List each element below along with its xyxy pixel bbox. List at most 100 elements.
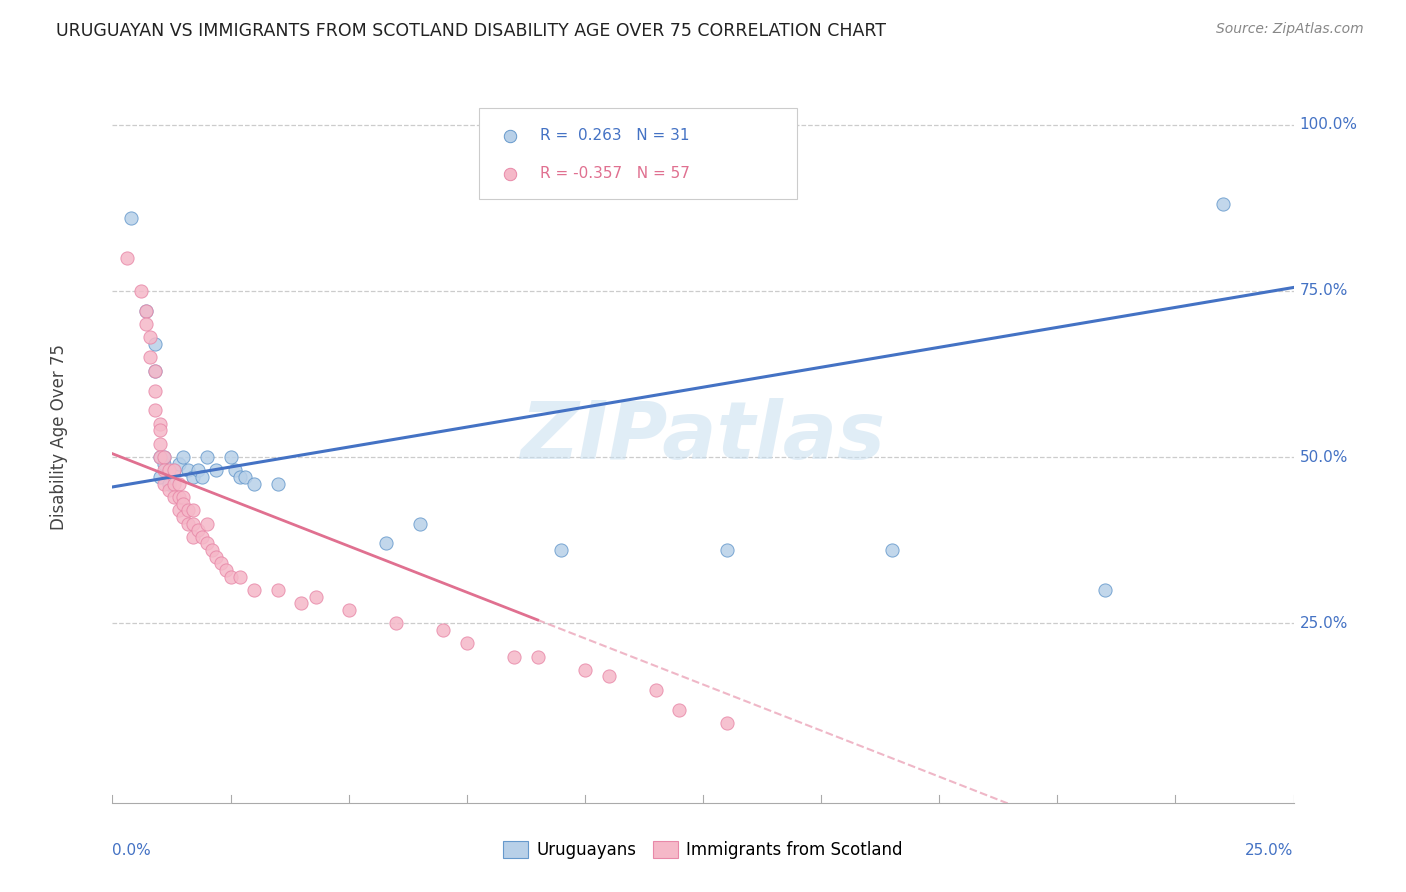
Text: Disability Age Over 75: Disability Age Over 75: [51, 344, 69, 530]
Text: 0.0%: 0.0%: [112, 843, 152, 858]
FancyBboxPatch shape: [478, 108, 797, 200]
Text: 75.0%: 75.0%: [1299, 284, 1348, 298]
Point: [172, 497, 194, 511]
Point: [716, 716, 738, 731]
Point: [143, 337, 166, 351]
Point: [135, 303, 157, 318]
Point: [149, 450, 172, 464]
Point: [181, 503, 204, 517]
Point: [574, 663, 596, 677]
Point: [644, 682, 666, 697]
Point: [375, 536, 398, 550]
Point: [186, 463, 208, 477]
Point: [167, 503, 190, 517]
Point: [209, 557, 232, 571]
Point: [143, 363, 166, 377]
Point: [153, 463, 176, 477]
Legend: Uruguayans, Immigrants from Scotland: Uruguayans, Immigrants from Scotland: [503, 840, 903, 859]
Point: [1212, 197, 1234, 211]
Point: [172, 509, 194, 524]
Text: R =  0.263   N = 31: R = 0.263 N = 31: [540, 128, 689, 144]
Point: [233, 470, 256, 484]
Point: [163, 463, 186, 477]
Point: [167, 490, 190, 504]
Point: [191, 470, 214, 484]
Point: [385, 616, 408, 631]
Point: [224, 463, 246, 477]
Point: [267, 582, 290, 597]
Text: 50.0%: 50.0%: [1299, 450, 1348, 465]
Point: [167, 457, 190, 471]
Point: [880, 543, 903, 558]
Point: [163, 476, 186, 491]
Point: [716, 543, 738, 558]
Point: [195, 450, 218, 464]
Point: [129, 284, 152, 298]
Point: [408, 516, 430, 531]
Point: [201, 543, 224, 558]
Text: 25.0%: 25.0%: [1299, 615, 1348, 631]
Point: [120, 211, 142, 225]
Point: [139, 330, 162, 344]
Point: [163, 463, 186, 477]
Point: [432, 623, 454, 637]
Point: [229, 470, 252, 484]
Text: 25.0%: 25.0%: [1246, 843, 1294, 858]
Point: [149, 424, 172, 438]
Point: [149, 417, 172, 431]
Point: [181, 530, 204, 544]
Point: [115, 251, 138, 265]
Point: [181, 516, 204, 531]
Point: [290, 596, 312, 610]
Text: ZIPatlas: ZIPatlas: [520, 398, 886, 476]
Point: [157, 476, 180, 491]
Point: [153, 450, 176, 464]
Text: Source: ZipAtlas.com: Source: ZipAtlas.com: [1216, 22, 1364, 37]
Point: [172, 450, 194, 464]
Point: [503, 649, 526, 664]
Point: [149, 450, 172, 464]
Point: [181, 470, 204, 484]
Point: [243, 476, 266, 491]
Point: [267, 476, 290, 491]
Point: [153, 450, 176, 464]
Point: [229, 570, 252, 584]
Point: [186, 523, 208, 537]
Point: [167, 476, 190, 491]
Point: [135, 303, 157, 318]
Text: URUGUAYAN VS IMMIGRANTS FROM SCOTLAND DISABILITY AGE OVER 75 CORRELATION CHART: URUGUAYAN VS IMMIGRANTS FROM SCOTLAND DI…: [56, 22, 886, 40]
Point: [157, 463, 180, 477]
Point: [1094, 582, 1116, 597]
Point: [149, 436, 172, 450]
Point: [195, 536, 218, 550]
Text: 100.0%: 100.0%: [1299, 117, 1357, 132]
Point: [337, 603, 360, 617]
Point: [143, 363, 166, 377]
Point: [668, 703, 690, 717]
Point: [157, 483, 180, 498]
Text: R = -0.357   N = 57: R = -0.357 N = 57: [540, 166, 690, 181]
Point: [139, 351, 162, 365]
Point: [153, 457, 176, 471]
Point: [135, 317, 157, 331]
Point: [177, 503, 200, 517]
Point: [143, 403, 166, 417]
Point: [598, 669, 620, 683]
Point: [526, 649, 548, 664]
Point: [215, 563, 238, 577]
Point: [177, 516, 200, 531]
Point: [143, 384, 166, 398]
Point: [205, 463, 228, 477]
Point: [191, 530, 214, 544]
Point: [456, 636, 478, 650]
Point: [304, 590, 326, 604]
Point: [177, 463, 200, 477]
Point: [153, 476, 176, 491]
Point: [172, 490, 194, 504]
Point: [195, 516, 218, 531]
Point: [205, 549, 228, 564]
Point: [149, 470, 172, 484]
Point: [219, 570, 242, 584]
Point: [550, 543, 572, 558]
Point: [163, 490, 186, 504]
